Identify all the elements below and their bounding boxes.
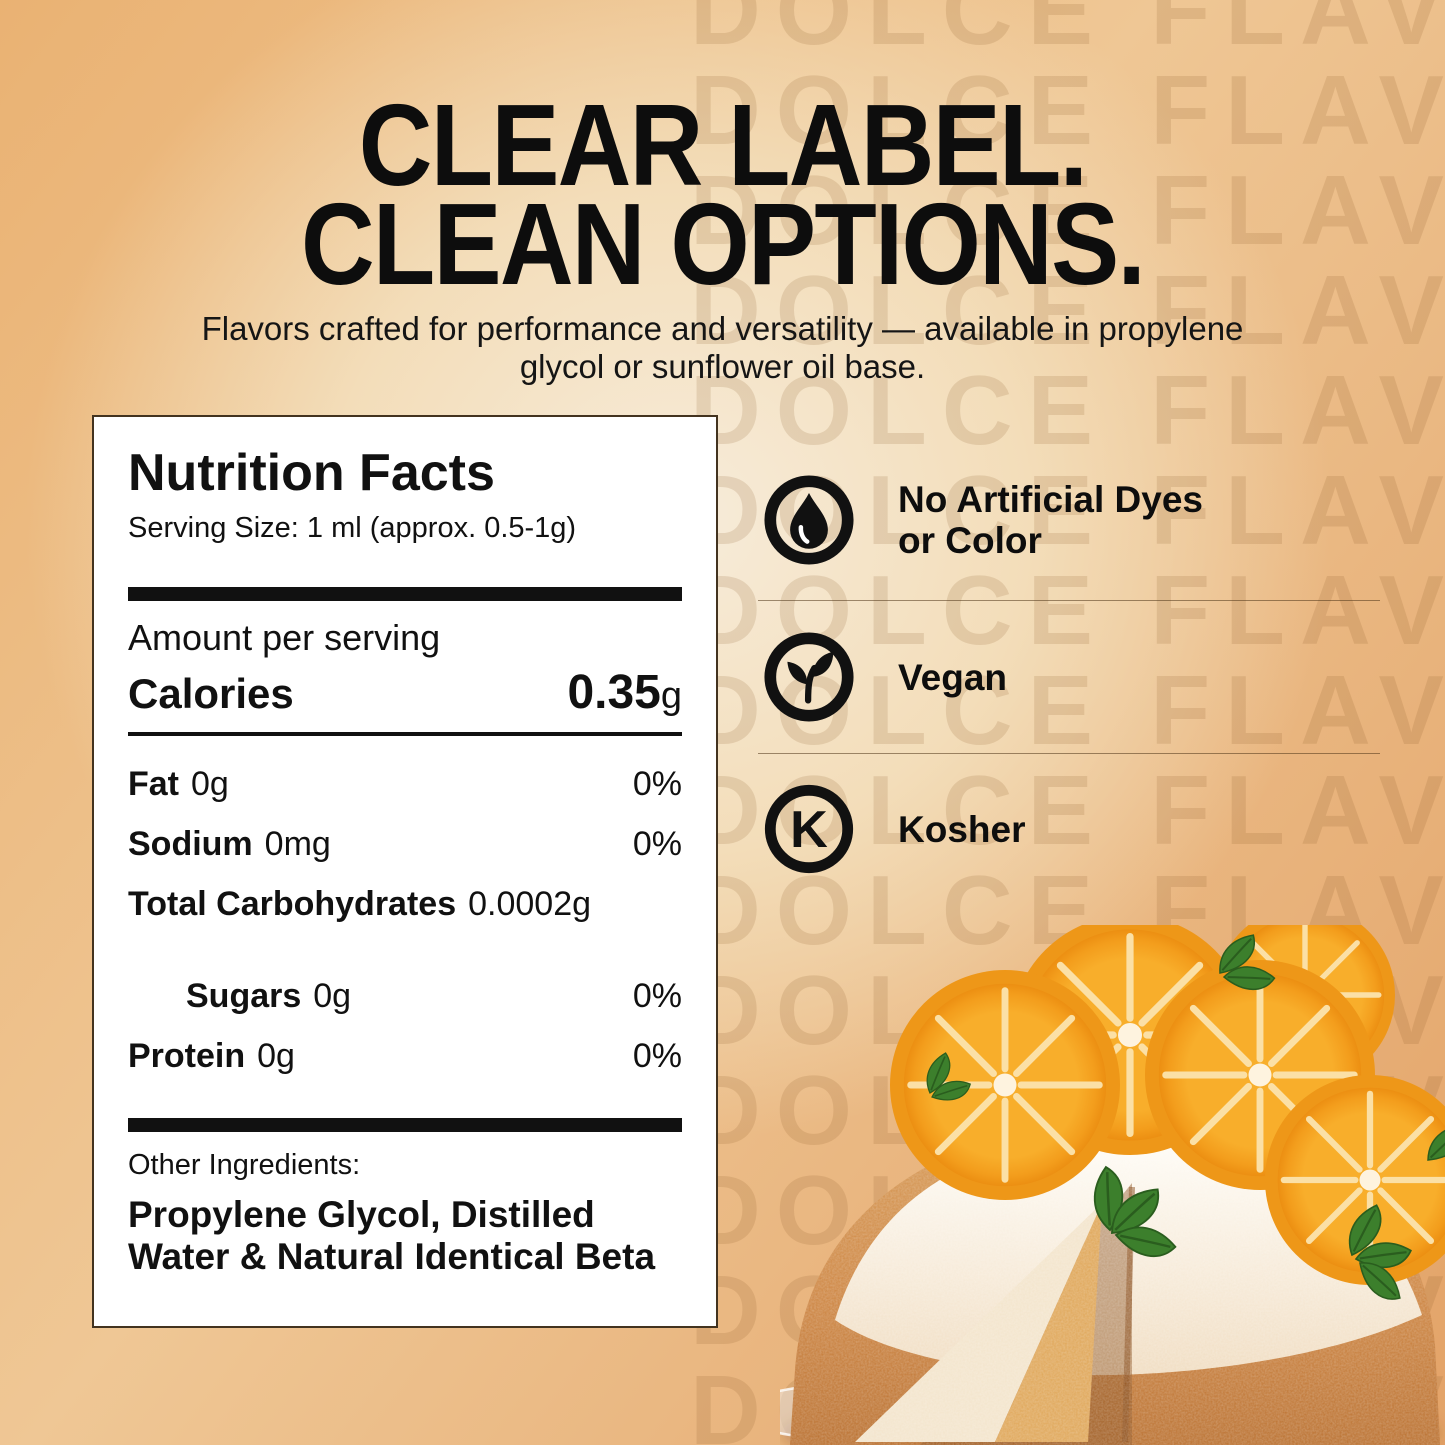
badge-no-artificial-dyes: No Artificial Dyes or Color	[758, 440, 1380, 600]
headline-line-1: CLEAR LABEL.	[358, 80, 1088, 210]
nutrient-percent: 0%	[632, 977, 682, 1015]
nutrient-percent: 0%	[632, 765, 682, 803]
calories-row: Calories 0.35 g	[128, 665, 682, 720]
nutrient-value: 0g	[257, 1037, 295, 1075]
leaf-icon	[764, 632, 854, 722]
nutrient-row-fat: Fat 0g 0%	[128, 764, 682, 804]
calories-unit: g	[660, 675, 682, 717]
headline-line-2: CLEAN OPTIONS.	[300, 179, 1146, 309]
nutrient-value: 0g	[313, 977, 352, 1015]
orange-cake-image	[780, 925, 1445, 1445]
thick-divider	[128, 1118, 682, 1132]
nutrient-label: Sugars	[186, 977, 302, 1015]
nutrition-facts-title: Nutrition Facts	[128, 444, 495, 502]
badge-label: Kosher	[898, 808, 1026, 850]
header: CLEAR LABEL. CLEAN OPTIONS. Flavors craf…	[0, 80, 1445, 386]
nutrition-facts-panel: Nutrition Facts Serving Size: 1 ml (appr…	[92, 415, 718, 1328]
thick-divider	[128, 587, 682, 601]
badge-vegan: Vegan	[758, 600, 1380, 753]
nutrient-value: 0g	[191, 765, 229, 803]
nutrient-label: Fat	[128, 765, 179, 803]
badge-label: Vegan	[898, 656, 1007, 698]
badge-kosher: K Kosher	[758, 753, 1380, 904]
nutrient-value: 0.0002g	[468, 885, 592, 923]
feature-badges: No Artificial Dyes or Color Vegan K Kosh…	[758, 440, 1380, 904]
nutrient-label: Sodium	[128, 825, 253, 863]
nutrient-value: 0mg	[264, 825, 331, 863]
droplet-icon	[764, 475, 854, 565]
calories-value: 0.35	[567, 666, 661, 719]
nutrient-row-sugars: Sugars 0g 0%	[128, 976, 682, 1016]
svg-text:K: K	[790, 801, 828, 859]
serving-size: Serving Size: 1 ml (approx. 0.5-1g)	[128, 512, 577, 544]
other-ingredients-value: Propylene Glycol, Distilled Water & Natu…	[128, 1194, 656, 1277]
badge-label: No Artificial Dyes or Color	[898, 479, 1203, 561]
nutrient-row-sodium: Sodium 0mg 0%	[128, 824, 682, 864]
subtitle: Flavors crafted for performance and vers…	[201, 310, 1244, 385]
nutrient-label: Total Carbohydrates	[128, 885, 457, 923]
nutrient-label: Protein	[128, 1037, 246, 1075]
kosher-k-icon: K	[764, 784, 854, 874]
nutrient-percent: 0%	[632, 825, 682, 863]
nutrient-row-protein: Protein 0g 0%	[128, 1036, 682, 1076]
nutrient-row-total-carbohydrates: Total Carbohydrates 0.0002g	[128, 884, 682, 924]
nutrient-percent: 0%	[632, 1037, 682, 1075]
thin-divider	[128, 732, 682, 736]
calories-label: Calories	[128, 670, 294, 717]
amount-per-serving-label: Amount per serving	[128, 617, 441, 658]
orange-slice	[890, 970, 1120, 1200]
other-ingredients-label: Other Ingredients:	[128, 1149, 361, 1181]
watermark-text: DOLCE FLAV	[690, 0, 1445, 65]
